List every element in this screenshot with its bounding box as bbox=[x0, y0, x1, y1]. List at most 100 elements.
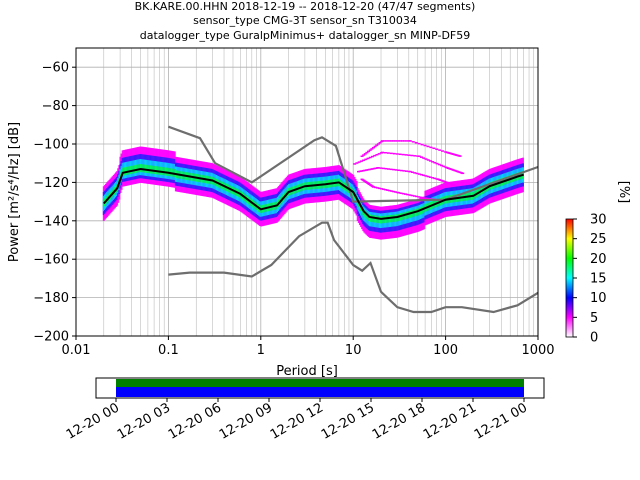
density-outlier bbox=[417, 155, 421, 158]
density-outlier bbox=[357, 161, 361, 163]
density-outlier bbox=[408, 194, 412, 196]
density-outlier bbox=[398, 153, 402, 156]
density-outlier bbox=[376, 143, 380, 145]
density-outlier bbox=[396, 140, 400, 142]
y-tick-label: −200 bbox=[33, 330, 69, 345]
density-outlier bbox=[432, 147, 436, 150]
density-outlier bbox=[461, 172, 465, 175]
density-outlier bbox=[373, 154, 377, 157]
density-outlier bbox=[440, 164, 444, 167]
density-outlier bbox=[358, 170, 362, 173]
coverage-tick-label: 12-20 21 bbox=[421, 400, 479, 442]
density-outlier bbox=[398, 140, 402, 142]
colorbar-tick-label: 0 bbox=[590, 331, 598, 346]
density-outlier bbox=[389, 140, 393, 142]
density-outlier bbox=[411, 171, 415, 173]
density-outlier bbox=[363, 169, 367, 172]
density-outlier bbox=[364, 169, 368, 171]
density-outlier bbox=[389, 168, 393, 171]
density-outlier bbox=[371, 168, 375, 170]
density-outlier bbox=[401, 192, 405, 195]
density-outlier bbox=[360, 155, 364, 158]
mean-curve-line bbox=[103, 167, 524, 220]
density-outlier bbox=[362, 159, 366, 162]
density-outlier bbox=[411, 141, 415, 143]
x-tick-label: 0.01 bbox=[62, 343, 91, 358]
density-outlier bbox=[423, 144, 427, 147]
coverage-tick-label: 12-20 06 bbox=[166, 400, 224, 442]
density-outlier bbox=[387, 168, 391, 170]
colorbar-tick-label: 25 bbox=[590, 232, 607, 247]
density-outlier bbox=[417, 142, 421, 145]
figure-title: BK.KARE.00.HHN 2018-12-19 -- 2018-12-20 … bbox=[135, 0, 476, 42]
density-outlier bbox=[399, 169, 403, 172]
density-outlier bbox=[399, 192, 403, 194]
density-outlier bbox=[452, 184, 456, 186]
density-outlier bbox=[383, 140, 387, 142]
coverage-tick-label: 12-20 00 bbox=[64, 400, 122, 442]
density-outlier bbox=[374, 186, 378, 189]
density-outlier bbox=[371, 155, 375, 158]
density-outlier bbox=[410, 194, 414, 197]
density-outlier bbox=[422, 157, 426, 159]
colorbar-tick-label: 5 bbox=[590, 311, 598, 326]
density-outlier bbox=[365, 151, 369, 154]
density-outlier bbox=[433, 161, 437, 164]
density-outlier bbox=[386, 189, 390, 191]
density-outlier bbox=[364, 158, 368, 161]
density-outlier bbox=[382, 188, 386, 191]
y-tick-label: −80 bbox=[42, 99, 69, 114]
density-outlier bbox=[376, 187, 380, 189]
density-outlier bbox=[378, 187, 382, 190]
x-tick-label: 100 bbox=[433, 343, 458, 358]
density-outlier bbox=[401, 140, 405, 142]
y-tick-label: −180 bbox=[33, 291, 69, 306]
density-outlier bbox=[394, 169, 398, 171]
density-outlier bbox=[428, 160, 432, 162]
density-outlier bbox=[368, 149, 372, 151]
density-outlier bbox=[373, 145, 377, 148]
title-line-1: BK.KARE.00.HHN 2018-12-19 -- 2018-12-20 … bbox=[135, 0, 476, 13]
colorbar: 0 5 10 15 20 25 30 [%] bbox=[565, 181, 631, 346]
coverage-data-band bbox=[116, 379, 524, 387]
density-outlier bbox=[431, 177, 435, 179]
y-tick-label: −100 bbox=[33, 138, 69, 153]
density-outlier bbox=[368, 156, 372, 159]
density-outlier bbox=[374, 167, 378, 170]
x-tick-label: 0.1 bbox=[158, 343, 179, 358]
density-outlier bbox=[435, 162, 439, 165]
y-tick-label: −120 bbox=[33, 176, 69, 191]
high-noise-model bbox=[168, 125, 538, 203]
y-tick-label: −60 bbox=[42, 61, 69, 76]
density-outlier bbox=[388, 189, 392, 192]
density-outlier bbox=[394, 191, 398, 193]
density-outlier bbox=[437, 163, 441, 166]
density-outlier bbox=[435, 148, 439, 150]
density-outlier bbox=[370, 148, 374, 150]
mean-curve bbox=[103, 167, 524, 220]
density-outlier bbox=[426, 159, 430, 161]
y-tick-label: −140 bbox=[33, 214, 69, 229]
density-outlier bbox=[407, 154, 411, 156]
coverage-tick-label: 12-20 18 bbox=[370, 400, 428, 442]
density-outlier bbox=[375, 153, 379, 156]
x-tick-label: 1 bbox=[257, 343, 265, 358]
density-outlier bbox=[417, 196, 421, 198]
density-outlier bbox=[378, 142, 382, 144]
density-outlier bbox=[402, 170, 406, 172]
colorbar-tick-label: 30 bbox=[590, 213, 607, 228]
colorbar-label: [%] bbox=[616, 181, 631, 204]
density-outlier bbox=[384, 167, 388, 170]
title-line-2: sensor_type CMG-3T sensor_sn T310034 bbox=[193, 14, 417, 27]
coverage-tick-label: 12-21 00 bbox=[472, 400, 530, 442]
density-outlier bbox=[404, 154, 408, 156]
density-outlier bbox=[395, 153, 399, 155]
density-outlier bbox=[431, 161, 435, 163]
density-outlier bbox=[426, 175, 430, 178]
density-outlier bbox=[368, 168, 372, 171]
y-tick-label: −160 bbox=[33, 253, 69, 268]
density-outlier bbox=[367, 150, 371, 153]
density-outlier bbox=[379, 167, 383, 169]
density-outlier bbox=[377, 153, 381, 155]
